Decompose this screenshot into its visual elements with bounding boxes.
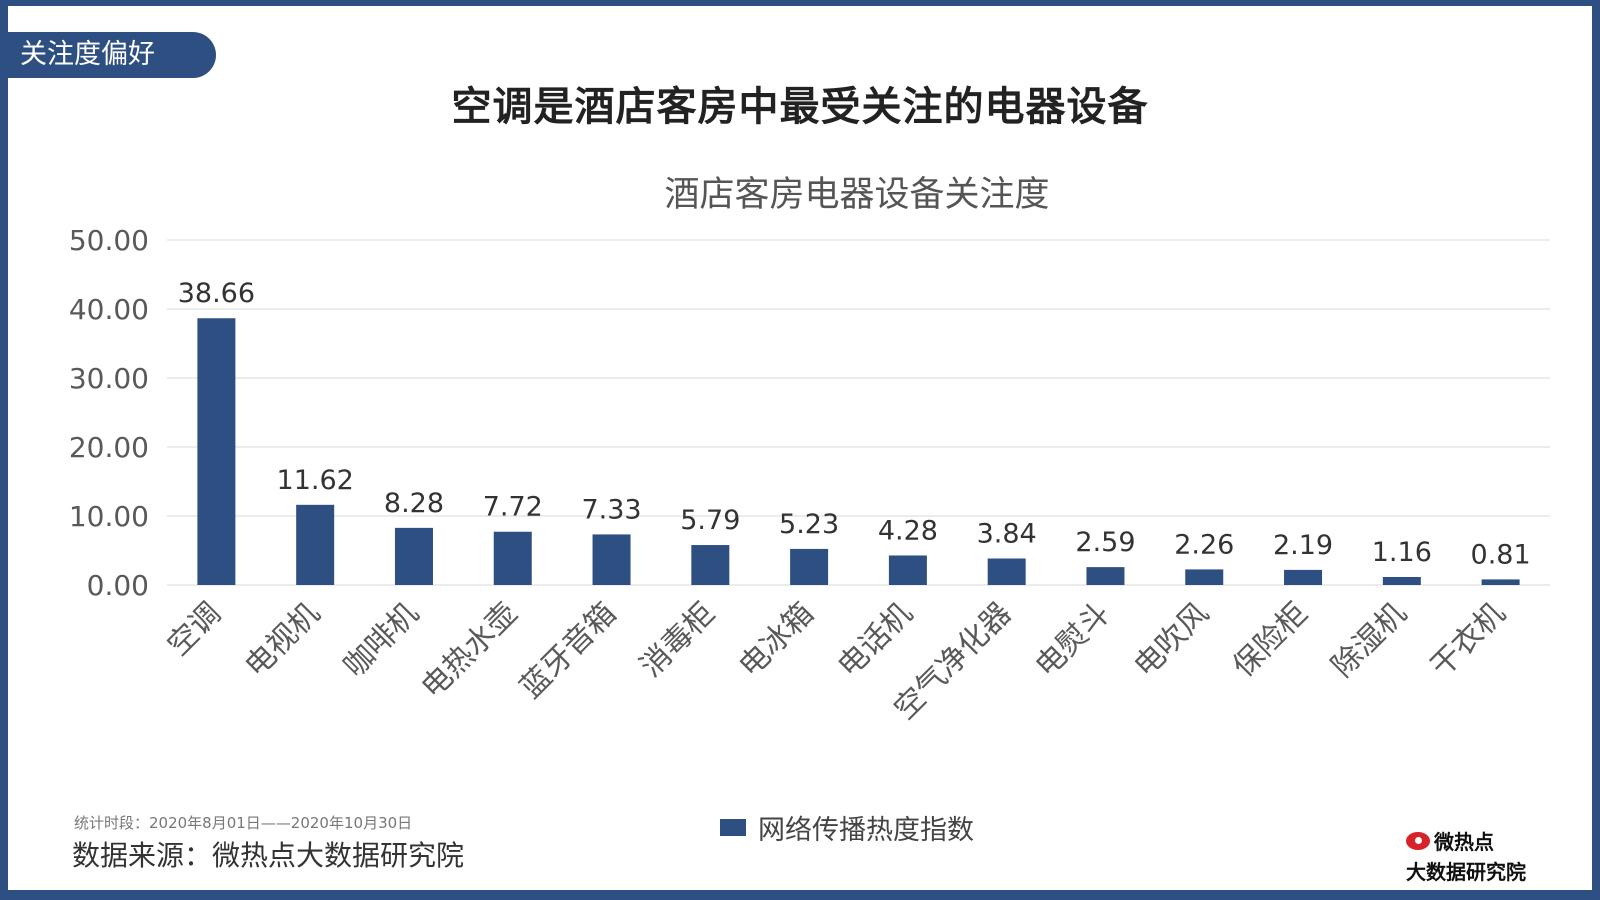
data-label: 4.28 <box>878 515 938 546</box>
bar <box>1284 569 1323 585</box>
y-tick-label: 0.00 <box>87 569 149 602</box>
data-label: 2.19 <box>1273 530 1333 561</box>
bar <box>790 548 829 585</box>
bar <box>394 527 433 585</box>
bar <box>1481 579 1520 585</box>
x-tick-label: 空调 <box>161 596 228 663</box>
data-label: 2.26 <box>1174 529 1234 560</box>
bar <box>691 545 730 585</box>
x-tick-label: 除湿机 <box>1325 596 1413 684</box>
bar <box>1086 567 1125 585</box>
bar <box>197 318 236 585</box>
y-tick-label: 50.00 <box>69 224 149 257</box>
chart-legend: 网络传播热度指数 <box>720 808 974 847</box>
data-label: 7.33 <box>581 494 641 525</box>
eye-icon <box>1406 831 1430 850</box>
brand-logo: 微热点 大数据研究院 <box>1406 826 1556 884</box>
x-tick-label: 电视机 <box>238 596 326 684</box>
bar <box>493 531 532 585</box>
bar <box>888 555 927 585</box>
logo-name: 微热点 <box>1434 830 1494 854</box>
data-label: 38.66 <box>178 278 255 309</box>
data-label: 8.28 <box>384 488 444 519</box>
chart-title: 酒店客房电器设备关注度 <box>664 175 1050 215</box>
data-label: 11.62 <box>277 465 354 496</box>
bar <box>1185 569 1224 585</box>
x-tick-label: 电冰箱 <box>732 596 820 684</box>
y-tick-label: 40.00 <box>69 293 149 326</box>
logo-subtitle: 大数据研究院 <box>1406 860 1526 884</box>
data-label: 1.16 <box>1372 537 1432 568</box>
data-label: 7.72 <box>483 492 543 523</box>
bar-chart: 0.00 10.00 20.00 30.00 40.00 50.00 38.66 空调 11.6… <box>69 224 1550 727</box>
x-tick-label: 干衣机 <box>1424 596 1512 684</box>
x-tick-label: 蓝牙音箱 <box>514 596 624 706</box>
data-label: 5.79 <box>680 505 740 536</box>
data-label: 2.59 <box>1075 527 1135 558</box>
x-tick-label: 保险柜 <box>1226 596 1314 684</box>
data-source: 数据来源：微热点大数据研究院 <box>72 839 465 872</box>
bar <box>1382 576 1421 585</box>
legend-swatch <box>720 819 746 836</box>
data-label: 5.23 <box>779 509 839 540</box>
section-tag: 关注度偏好 <box>0 32 216 78</box>
bar <box>296 504 335 585</box>
y-tick-label: 20.00 <box>69 431 149 464</box>
period-note: 统计时段：2020年8月01日——2020年10月30日 <box>74 814 413 832</box>
y-tick-label: 10.00 <box>69 500 149 533</box>
legend-label: 网络传播热度指数 <box>758 815 974 846</box>
x-tick-label: 电熨斗 <box>1029 596 1117 684</box>
x-tick-label: 电热水壶 <box>415 596 525 706</box>
data-label: 3.84 <box>977 519 1037 550</box>
x-tick-label: 咖啡机 <box>337 596 425 684</box>
bar <box>987 558 1026 585</box>
x-tick-label: 电话机 <box>831 596 919 684</box>
page-title: 空调是酒店客房中最受关注的电器设备 <box>451 84 1149 130</box>
x-tick-label: 电吹风 <box>1128 596 1216 684</box>
bar <box>592 534 631 585</box>
y-tick-label: 30.00 <box>69 362 149 395</box>
data-label: 0.81 <box>1471 539 1531 570</box>
x-tick-label: 消毒柜 <box>634 596 722 684</box>
